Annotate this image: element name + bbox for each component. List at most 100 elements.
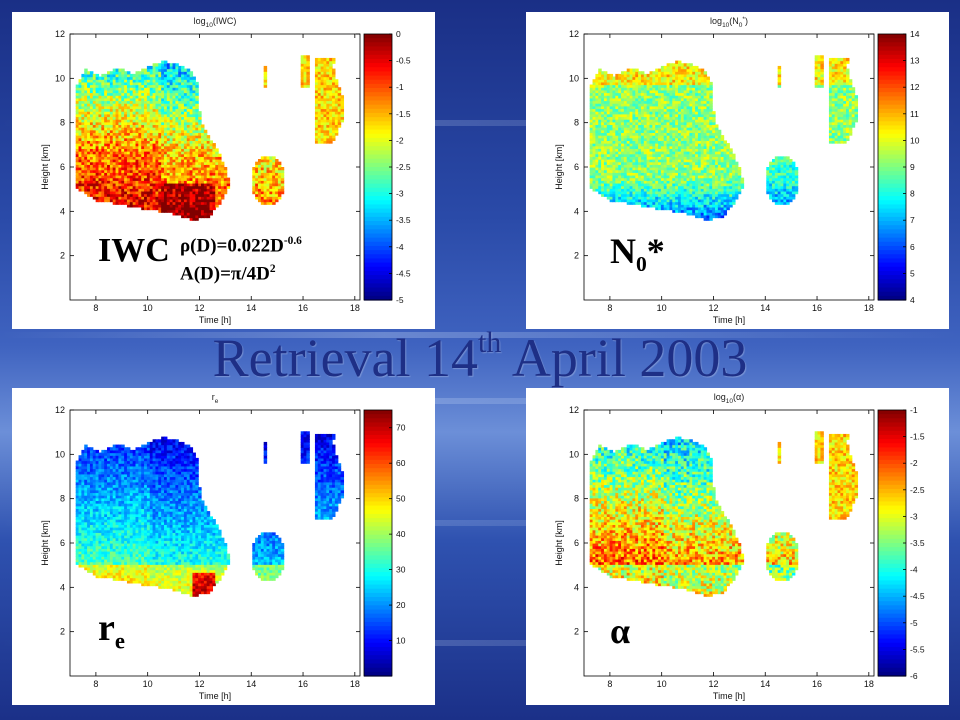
heatmap-cell bbox=[317, 103, 322, 107]
heatmap-cell bbox=[78, 148, 82, 152]
heatmap-cell bbox=[98, 161, 102, 165]
heatmap-cell bbox=[198, 145, 202, 149]
heatmap-cell bbox=[660, 145, 665, 149]
heatmap-cell bbox=[155, 196, 159, 200]
heatmap-cell bbox=[132, 132, 137, 136]
heatmap-cell bbox=[75, 92, 80, 96]
heatmap-cell bbox=[303, 84, 307, 88]
heatmap-cell bbox=[663, 190, 668, 195]
heatmap-cell bbox=[178, 103, 182, 107]
heatmap-cell bbox=[101, 97, 105, 102]
heatmap-cell bbox=[178, 68, 182, 72]
heatmap-cell bbox=[206, 185, 211, 189]
heatmap-cell bbox=[334, 124, 339, 128]
heatmap-cell bbox=[337, 95, 342, 99]
heatmap-cell bbox=[609, 92, 614, 96]
heatmap-cell bbox=[663, 121, 668, 126]
heatmap-cell bbox=[81, 111, 85, 115]
heatmap-cell bbox=[126, 89, 131, 94]
heatmap-cell bbox=[323, 60, 327, 64]
heatmap-cell bbox=[663, 100, 668, 104]
heatmap-cell bbox=[618, 167, 622, 171]
heatmap-cell bbox=[677, 182, 682, 187]
heatmap-cell bbox=[209, 174, 214, 179]
heatmap-cell bbox=[226, 180, 231, 184]
heatmap-cell bbox=[161, 116, 165, 120]
heatmap-cell bbox=[192, 116, 196, 120]
heatmap-cell bbox=[178, 185, 182, 189]
heatmap-cell bbox=[598, 68, 602, 72]
heatmap-cell bbox=[603, 172, 608, 176]
heatmap-cell bbox=[603, 129, 608, 134]
heatmap-cell bbox=[104, 95, 108, 99]
heatmap-cell bbox=[161, 196, 165, 200]
heatmap-cell bbox=[104, 159, 108, 163]
heatmap-cell bbox=[109, 167, 114, 171]
heatmap-cell bbox=[161, 111, 165, 115]
heatmap-cell bbox=[692, 127, 696, 131]
heatmap-cell bbox=[649, 76, 653, 80]
heatmap-cell bbox=[155, 73, 159, 78]
heatmap-cell bbox=[98, 182, 102, 187]
heatmap-cell bbox=[323, 97, 327, 102]
heatmap-cell bbox=[181, 161, 185, 165]
heatmap-cell bbox=[98, 129, 102, 134]
heatmap-cell bbox=[326, 79, 330, 83]
heatmap-cell bbox=[655, 172, 659, 176]
heatmap-cell bbox=[589, 174, 594, 179]
heatmap-cell bbox=[195, 137, 199, 141]
heatmap-cell bbox=[92, 79, 97, 83]
heatmap-cell bbox=[198, 185, 202, 189]
heatmap-cell bbox=[84, 79, 88, 83]
heatmap-cell bbox=[149, 177, 154, 181]
heatmap-cell bbox=[172, 103, 176, 107]
heatmap-cell bbox=[635, 92, 639, 96]
heatmap-cell bbox=[640, 121, 645, 126]
heatmap-cell bbox=[183, 97, 188, 102]
heatmap-cell bbox=[326, 81, 330, 86]
heatmap-cell bbox=[181, 204, 185, 208]
heatmap-cell bbox=[675, 97, 679, 102]
heatmap-cell bbox=[643, 87, 648, 91]
heatmap-cell bbox=[638, 76, 642, 80]
heatmap-cell bbox=[326, 105, 330, 110]
heatmap-cell bbox=[144, 159, 148, 163]
heatmap-cell bbox=[158, 177, 162, 181]
heatmap-cell bbox=[609, 127, 614, 131]
heatmap-cell bbox=[592, 140, 596, 144]
heatmap-cell bbox=[178, 100, 182, 104]
heatmap-cell bbox=[635, 177, 639, 181]
heatmap-cell bbox=[320, 95, 325, 99]
heatmap-cell bbox=[672, 76, 676, 80]
heatmap-cell bbox=[612, 188, 616, 192]
heatmap-cell bbox=[141, 177, 145, 181]
heatmap-cell bbox=[175, 129, 179, 134]
heatmap-cell bbox=[146, 73, 151, 78]
heatmap-cell bbox=[675, 156, 679, 160]
heatmap-cell bbox=[124, 167, 128, 171]
heatmap-cell bbox=[152, 116, 157, 120]
heatmap-cell bbox=[158, 209, 162, 213]
heatmap-cell bbox=[104, 196, 108, 200]
heatmap-cell bbox=[75, 185, 80, 189]
heatmap-cell bbox=[149, 132, 154, 136]
heatmap-cell bbox=[129, 201, 134, 205]
heatmap-cell bbox=[212, 182, 216, 187]
heatmap-cell bbox=[623, 124, 628, 128]
heatmap-cell bbox=[603, 182, 608, 187]
heatmap-cell bbox=[635, 180, 639, 184]
heatmap-cell bbox=[589, 161, 594, 165]
heatmap-cell bbox=[124, 201, 128, 205]
heatmap-cell bbox=[621, 97, 625, 102]
heatmap-cell bbox=[121, 196, 125, 200]
heatmap-cell bbox=[95, 97, 100, 102]
heatmap-cell bbox=[626, 73, 631, 78]
heatmap-cell bbox=[172, 81, 176, 86]
heatmap-cell bbox=[175, 95, 179, 99]
heatmap-cell bbox=[692, 116, 696, 120]
heatmap-cell bbox=[209, 177, 214, 181]
heatmap-cell bbox=[78, 116, 82, 120]
heatmap-cell bbox=[92, 174, 97, 179]
heatmap-cell bbox=[81, 76, 85, 80]
heatmap-cell bbox=[141, 174, 145, 179]
